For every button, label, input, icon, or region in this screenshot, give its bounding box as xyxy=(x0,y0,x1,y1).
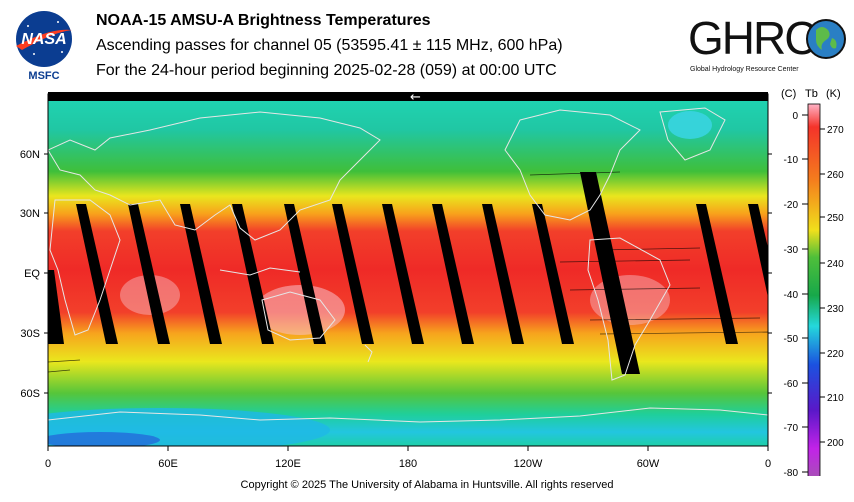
lat-label-60s: 60S xyxy=(20,388,40,400)
colorbar-label-k: 260 xyxy=(827,170,844,181)
colorbar-label-k: 250 xyxy=(827,213,844,224)
coastline-australia xyxy=(261,291,336,341)
colorbar-label-c: -40 xyxy=(784,290,799,301)
coastline-africa xyxy=(49,199,121,336)
chart-subtitle-period: For the 24-hour period beginning 2025-02… xyxy=(96,62,557,79)
swath-gap xyxy=(76,204,118,344)
colorbar-label-k: 200 xyxy=(827,438,844,449)
nasa-logo: NASA MSFC xyxy=(16,11,72,82)
colorbar-unit-k: (K) xyxy=(826,88,841,100)
colorbar-label-c: -10 xyxy=(784,155,799,166)
scan-line xyxy=(48,359,81,363)
colorbar-ticks: 0 -10 -20 -30 -40 -50 -60 -70 -80 270 260 250 240 230… xyxy=(784,111,845,476)
swath-gap xyxy=(48,270,64,344)
lat-label-30n: 30N xyxy=(20,208,40,220)
coastline-indonesia xyxy=(219,267,301,276)
lon-label-120w: 120W xyxy=(514,458,543,470)
swath-gap xyxy=(432,204,474,344)
coastlines xyxy=(48,107,768,423)
scan-line xyxy=(529,171,621,176)
scan-line xyxy=(599,331,768,335)
coastline-south-america xyxy=(587,237,671,381)
nasa-logo-text: NASA xyxy=(21,31,66,48)
lat-label-60n: 60N xyxy=(20,149,40,161)
lat-ticks xyxy=(44,153,772,394)
swath-gap xyxy=(748,204,768,298)
colorbar-label-c: -30 xyxy=(784,245,799,256)
coastline-greenland xyxy=(659,107,726,161)
colorbar xyxy=(807,103,821,476)
warm-region-australia xyxy=(255,285,345,335)
colorbar-label-k: 210 xyxy=(827,393,844,404)
swath-gap xyxy=(382,204,424,344)
lon-label-120e: 120E xyxy=(275,458,301,470)
coastline-new-zealand xyxy=(364,344,373,363)
scan-line xyxy=(569,287,701,291)
colorbar-label-c: -80 xyxy=(784,468,799,476)
chart-title: NOAA-15 AMSU-A Brightness Temperatures xyxy=(96,12,431,29)
swath-gap xyxy=(128,204,170,344)
lon-label-180: 180 xyxy=(399,458,417,470)
colorbar-label-c: 0 xyxy=(792,111,798,122)
swath-gap xyxy=(696,204,738,344)
ghrc-caption: Global Hydrology Resource Center xyxy=(690,66,799,73)
lon-label-0-right: 0 xyxy=(765,458,771,470)
lat-label-eq: EQ xyxy=(24,268,40,280)
brightness-temperature-map: ← 60N 30N EQ 30S 60S 0 60E 120E 180 120W… xyxy=(20,88,845,476)
swath-gap xyxy=(482,204,524,344)
swath-gap xyxy=(284,204,326,344)
colorbar-label-k: 230 xyxy=(827,304,844,315)
coastline-north-america xyxy=(504,109,641,221)
lon-label-0-left: 0 xyxy=(45,458,51,470)
colorbar-label-c: -20 xyxy=(784,200,799,211)
colorbar-label-k: 220 xyxy=(827,349,844,360)
colorbar-unit-tb: Tb xyxy=(805,88,818,100)
chart-subtitle-channel: Ascending passes for channel 05 (53595.4… xyxy=(96,37,563,54)
swath-gap xyxy=(532,204,574,344)
swath-gap xyxy=(180,204,222,344)
coastline-antarctica xyxy=(48,407,768,423)
colorbar-label-c: -50 xyxy=(784,334,799,345)
swath-gaps xyxy=(48,172,768,374)
scan-line xyxy=(559,259,691,263)
scan-line xyxy=(48,369,71,373)
msfc-text: MSFC xyxy=(28,70,59,82)
map-background xyxy=(48,94,768,446)
colorbar-label-c: -60 xyxy=(784,379,799,390)
cold-region-weddell xyxy=(48,432,160,446)
scan-line xyxy=(589,317,761,321)
colorbar-unit-c: (C) xyxy=(781,88,796,100)
ghrc-logo-text: GHRC xyxy=(688,12,816,64)
ghrc-logo: GHRC Global Hydrology Resource Center xyxy=(688,12,846,73)
scan-line xyxy=(599,247,701,251)
colorbar-label-k: 240 xyxy=(827,259,844,270)
swath-gap-wide xyxy=(580,172,640,374)
cold-region-greenland xyxy=(668,111,712,139)
lon-label-60w: 60W xyxy=(637,458,660,470)
map-top-strip xyxy=(48,92,768,101)
cold-region-antarctic xyxy=(48,408,330,446)
left-arrow-icon: ← xyxy=(410,90,421,105)
lat-label-30s: 30S xyxy=(20,328,40,340)
colorbar-label-k: 270 xyxy=(827,125,844,136)
lon-ticks xyxy=(47,446,769,451)
scan-line-streaks xyxy=(48,171,768,373)
colorbar-label-c: -70 xyxy=(784,423,799,434)
swath-gap xyxy=(332,204,374,344)
lon-label-60e: 60E xyxy=(158,458,178,470)
coastline-eurasia xyxy=(48,111,381,241)
copyright-footer: Copyright © 2025 The University of Alaba… xyxy=(240,479,614,491)
